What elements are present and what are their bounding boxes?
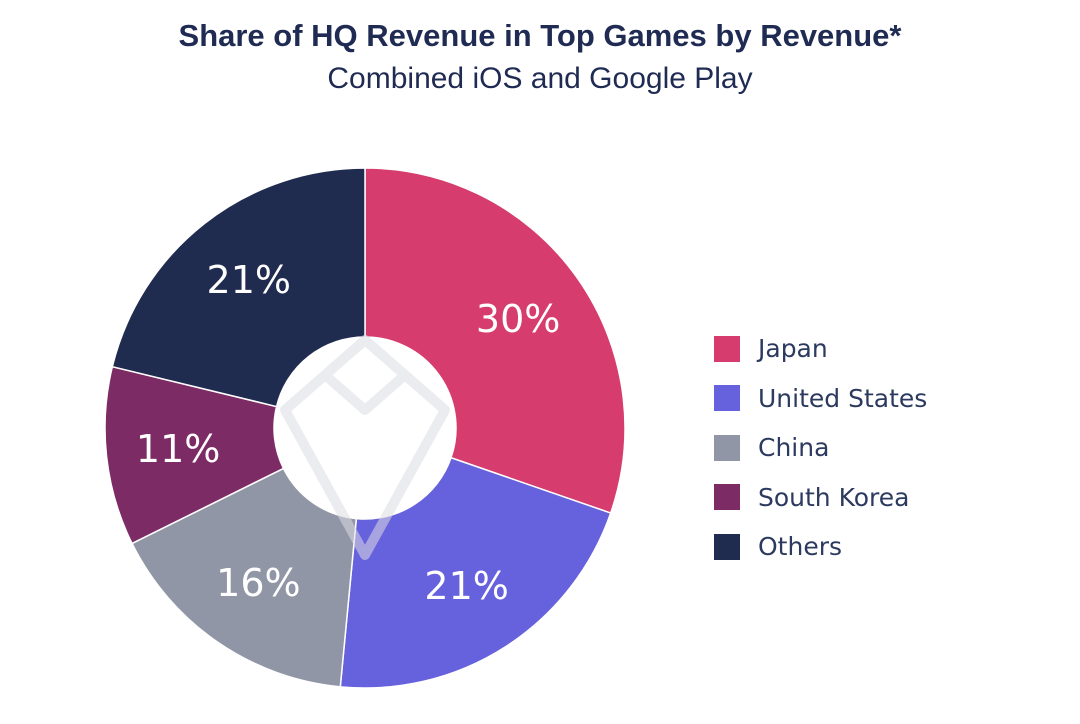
legend-item-china: China (714, 423, 1014, 473)
chart-title: Share of HQ Revenue in Top Games by Reve… (178, 18, 902, 53)
slice-south-korea (104, 365, 285, 545)
slice-label-south-korea: 11% (136, 427, 220, 471)
legend-swatch (714, 385, 740, 412)
legend-swatch (714, 484, 740, 511)
legend-label: Others (758, 532, 843, 562)
legend-swatch (714, 434, 740, 461)
legend-label: Japan (758, 334, 828, 364)
legend-item-others: Others (714, 522, 1014, 572)
slice-label-others: 21% (207, 258, 291, 302)
legend-item-south-korea: South Korea (714, 473, 1014, 523)
slice-others (111, 167, 366, 408)
labels-group: 30% 21% 16% 11% 21% (136, 258, 560, 608)
legend-swatch (714, 335, 740, 362)
legend-item-united-states: United States (714, 374, 1014, 424)
legend-label: United States (758, 383, 928, 413)
slice-label-japan: 30% (476, 297, 560, 341)
chart-subtitle: Combined iOS and Google Play (327, 62, 753, 95)
legend-label: South Korea (758, 482, 910, 512)
slice-japan (364, 167, 626, 514)
slice-label-united-states: 21% (424, 564, 508, 608)
legend-label: China (758, 433, 830, 463)
legend-swatch (714, 533, 740, 560)
slice-label-china: 16% (216, 561, 300, 605)
diamond-watermark-icon (280, 335, 450, 560)
legend: Japan United States China South Korea Others (714, 324, 1014, 572)
slice-united-states (339, 456, 612, 689)
slice-china (131, 467, 358, 688)
slices-group (104, 167, 626, 689)
legend-item-japan: Japan (714, 324, 1014, 374)
